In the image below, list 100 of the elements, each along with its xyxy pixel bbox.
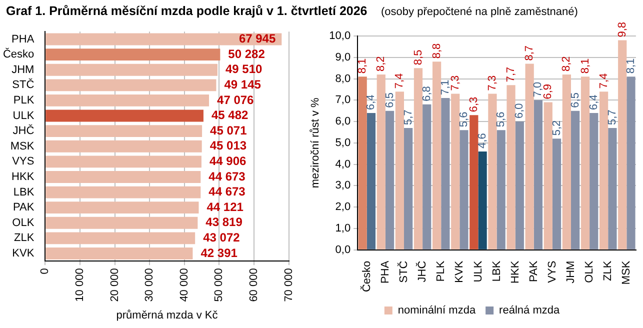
data-label: 45 013 — [210, 138, 247, 153]
bar — [488, 94, 497, 250]
bar — [544, 102, 552, 250]
y-tick-label: PLK — [13, 94, 35, 106]
data-label: 5,7 — [606, 110, 618, 125]
bar — [552, 138, 562, 250]
bar — [366, 112, 376, 250]
bar — [478, 151, 487, 250]
y-tick-label: MSK — [10, 140, 35, 152]
data-label: 7,1 — [439, 80, 452, 96]
bar — [580, 76, 590, 250]
x-tick-label: 70 000 — [282, 268, 295, 302]
data-label: 67 945 — [238, 32, 276, 46]
bar — [571, 110, 580, 250]
y-tick-label: HKK — [12, 171, 35, 184]
bar — [460, 130, 468, 250]
x-tick-label: JHČ — [416, 260, 429, 282]
x-tick-label: 30 000 — [144, 268, 156, 302]
data-label: 44 121 — [206, 200, 244, 214]
y-tick-label: JHM — [12, 64, 34, 76]
bar — [358, 76, 367, 250]
y-axis-title: meziroční růst v % — [310, 97, 322, 188]
data-label: 45 071 — [210, 123, 248, 138]
chart-subtitle: (osoby přepočtené na plně zaměstnané) — [381, 6, 578, 18]
data-label: 7,7 — [505, 66, 518, 82]
data-label: 49 145 — [224, 77, 262, 92]
data-label: 8,1 — [579, 58, 592, 74]
chart-title: Graf 1. Průměrná měsíční mzda podle krajů v 1. čtvrtletí 2026 — [6, 4, 368, 18]
x-tick-label: OLK — [584, 260, 596, 283]
y-tick-label: 9,0 — [335, 51, 351, 64]
legend-label: reálná mzda — [499, 304, 560, 317]
bar — [385, 110, 394, 250]
data-label: 5,2 — [550, 120, 563, 136]
data-label: 44 673 — [208, 184, 246, 199]
data-label: 8,5 — [412, 50, 424, 66]
data-label: 7,4 — [394, 73, 406, 89]
y-tick-label: 5,0 — [335, 136, 351, 149]
bar — [404, 128, 413, 250]
bar — [46, 171, 201, 183]
y-tick-label: 10,0 — [329, 30, 351, 42]
data-label: 4,6 — [476, 133, 489, 148]
data-label: 7,3 — [449, 75, 462, 91]
bar — [46, 110, 204, 122]
bar — [626, 76, 636, 250]
y-tick-label: 0,0 — [335, 244, 351, 256]
x-tick-label: HKK — [509, 260, 522, 284]
data-label: 43 819 — [206, 215, 243, 230]
data-label: 5,6 — [495, 112, 508, 128]
x-tick-label: 60 000 — [248, 268, 260, 302]
x-tick-label: ZLK — [602, 260, 614, 282]
data-label: 8,2 — [375, 56, 388, 72]
data-label: 50 282 — [228, 46, 266, 61]
y-tick-label: OLK — [12, 216, 35, 229]
x-tick-label: ULK — [472, 260, 484, 282]
data-label: 7,0 — [532, 82, 544, 98]
y-tick-label: Česko — [2, 48, 34, 61]
y-tick-label: PAK — [12, 202, 35, 214]
bar — [590, 112, 598, 250]
bar — [414, 68, 423, 250]
data-label: 5,6 — [458, 112, 470, 128]
data-label: 7,3 — [486, 75, 498, 91]
legend-label: nominální mzda — [398, 304, 476, 317]
bar — [608, 128, 617, 250]
bar — [525, 64, 534, 250]
y-tick-label: ULK — [12, 110, 35, 122]
data-label: 6,5 — [384, 92, 396, 108]
data-label: 49 510 — [225, 62, 263, 76]
bar — [515, 122, 524, 250]
x-tick-label: MSK — [620, 260, 633, 285]
bar — [562, 74, 571, 250]
x-tick-label: JHM — [565, 260, 578, 284]
bar — [46, 186, 201, 198]
data-label: 6,4 — [365, 94, 378, 110]
x-axis-title: průměrná mzda v Kč — [116, 309, 218, 322]
x-tick-label: 0 — [39, 268, 52, 274]
y-tick-label: LBK — [13, 186, 35, 198]
y-tick-label: 4,0 — [335, 158, 351, 170]
bar — [451, 94, 460, 250]
x-tick-label: LBK — [490, 260, 503, 282]
y-tick-label: 1,0 — [335, 222, 351, 234]
data-label: 47 076 — [217, 92, 254, 107]
y-tick-label: 6,0 — [335, 116, 351, 128]
x-tick-label: PAK — [528, 260, 540, 282]
y-tick-label: 8,0 — [335, 72, 351, 85]
x-tick-label: PLK — [435, 260, 448, 282]
y-tick-label: ZLK — [14, 232, 35, 244]
data-label: 8,8 — [430, 43, 443, 59]
bar — [599, 92, 608, 250]
data-label: 6,5 — [569, 92, 582, 108]
x-tick-label: 40 000 — [178, 268, 190, 302]
bar — [496, 130, 506, 250]
data-label: 8,1 — [625, 58, 638, 74]
bar — [46, 125, 202, 138]
data-label: 44 906 — [209, 154, 246, 168]
bar — [376, 74, 386, 250]
x-tick-label: KVK — [454, 260, 466, 283]
bar — [46, 48, 220, 61]
x-tick-label: 20 000 — [108, 268, 121, 302]
x-tick-label: Česko — [360, 260, 373, 292]
bar — [46, 248, 193, 260]
